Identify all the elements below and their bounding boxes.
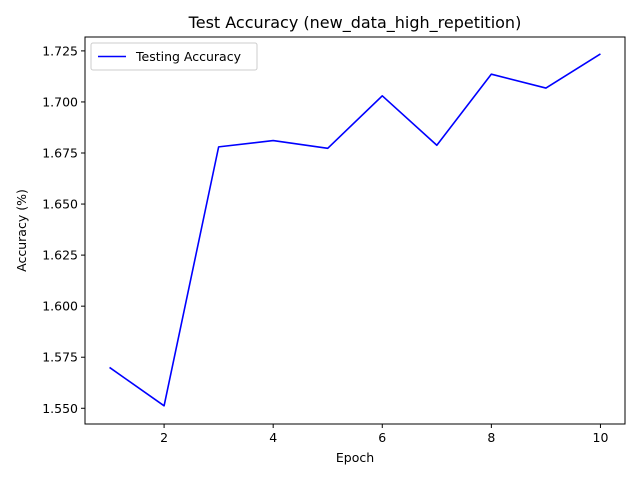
y-axis-ticks: 1.550 1.575 1.600 1.625 1.650 1.675 1.700 1.725	[42, 43, 85, 416]
x-tick-label: 10	[593, 430, 609, 445]
y-axis-label: Accuracy (%)	[14, 189, 29, 272]
y-tick-label: 1.725	[42, 43, 78, 58]
x-axis-label: Epoch	[336, 450, 374, 465]
x-axis-ticks: 2 4 6 8 10	[160, 424, 608, 445]
x-tick-label: 8	[487, 430, 495, 445]
x-tick-label: 2	[160, 430, 168, 445]
y-tick-label: 1.675	[42, 145, 78, 160]
axes-frame	[84, 36, 626, 425]
chart-title: Test Accuracy (new_data_high_repetition)	[188, 13, 522, 33]
legend: Testing Accuracy	[90, 42, 258, 71]
y-tick-label: 1.625	[42, 248, 78, 263]
legend-entry-label: Testing Accuracy	[135, 49, 242, 64]
y-tick-label: 1.600	[42, 299, 78, 314]
series-line-0	[109, 53, 601, 407]
series-layer	[109, 53, 601, 407]
y-tick-label: 1.650	[42, 197, 78, 212]
y-tick-label: 1.550	[42, 401, 78, 416]
legend-box	[90, 42, 258, 71]
y-tick-label: 1.575	[42, 350, 78, 365]
y-tick-label: 1.700	[42, 94, 78, 109]
x-tick-label: 6	[378, 430, 386, 445]
plot-area: 2 4 6 8 10 1.550 1.575 1.600 1.625 1.650 1.675 1.7…	[42, 36, 626, 445]
x-tick-label: 4	[269, 430, 277, 445]
